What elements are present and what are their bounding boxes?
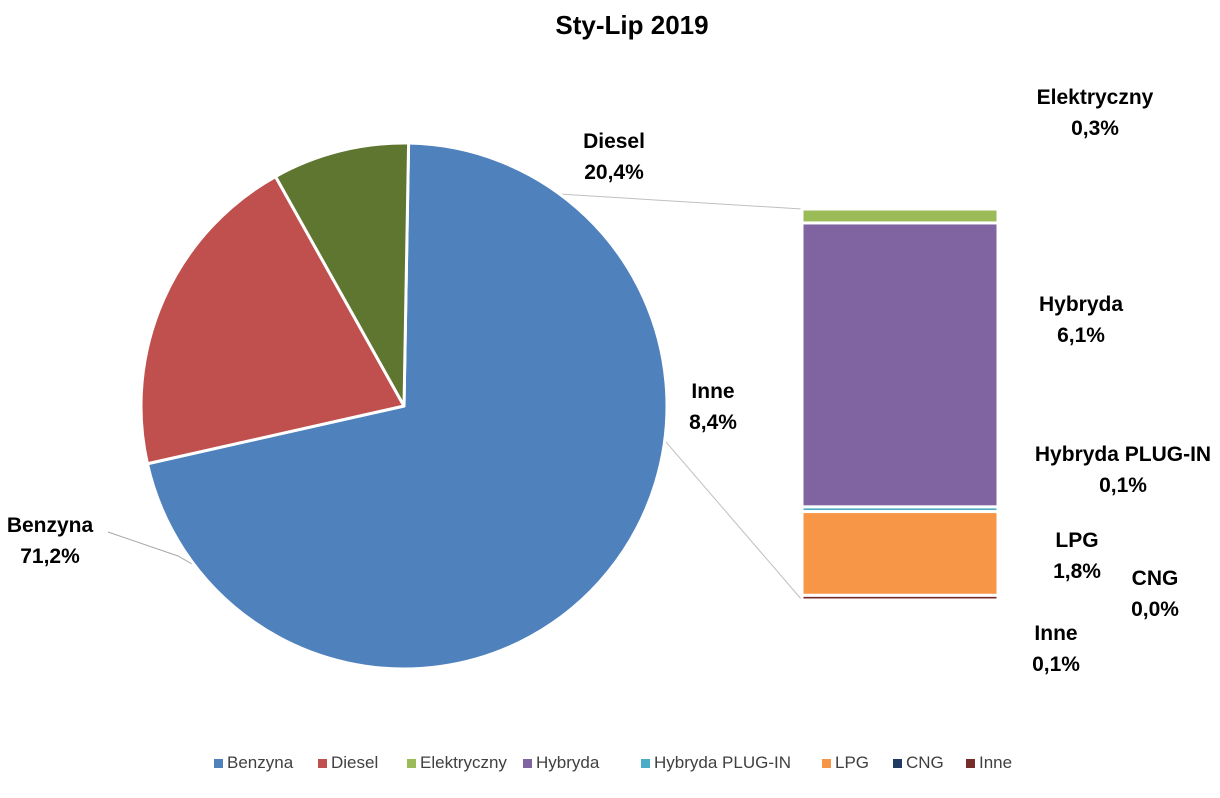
legend-swatch <box>893 759 902 768</box>
data-label-value: 0,0% <box>1131 598 1179 621</box>
bar-segment-hybryda <box>800 221 1000 509</box>
data-label-lpg: LPG 1,8% <box>1053 529 1101 583</box>
data-label-benzyna: Benzyna 71,2% <box>7 514 94 568</box>
data-label-value: 0,3% <box>1071 117 1119 140</box>
legend-label: Benzyna <box>227 753 294 772</box>
legend-label: Hybryda <box>536 753 600 772</box>
breakdown-bar <box>800 207 1000 602</box>
legend-item-cng: CNG <box>893 753 944 772</box>
data-label-diesel: Diesel 20,4% <box>583 130 645 184</box>
data-label-name: Diesel <box>583 130 645 153</box>
legend-item-inne: Inne <box>966 753 1012 772</box>
legend-item-elektryczny: Elektryczny <box>407 753 507 772</box>
bar-segment-elektryczny <box>800 207 1000 225</box>
data-label-name: Benzyna <box>7 514 94 537</box>
pie-slices <box>139 141 669 671</box>
legend: Benzyna Diesel Elektryczny Hybryda Hybryda P… <box>214 753 1012 772</box>
bar-segment-lpg <box>800 510 1000 597</box>
chart-title: Sty-Lip 2019 <box>555 10 708 40</box>
legend-label: CNG <box>906 753 944 772</box>
data-label-inne-group: Inne 8,4% <box>689 380 737 434</box>
legend-label: Inne <box>979 753 1012 772</box>
data-label-value: 0,1% <box>1099 474 1147 497</box>
data-label-value: 0,1% <box>1032 653 1080 676</box>
data-label-cng: CNG 0,0% <box>1131 567 1179 621</box>
data-label-elektryczny: Elektryczny 0,3% <box>1037 86 1154 140</box>
pie-slice-benzyna <box>145 141 669 671</box>
legend-label: Elektryczny <box>420 753 507 772</box>
legend-swatch <box>407 759 416 768</box>
data-label-hybryda: Hybryda 6,1% <box>1039 293 1123 347</box>
data-label-name: Hybryda PLUG-IN <box>1035 443 1211 466</box>
legend-label: Diesel <box>331 753 378 772</box>
data-label-plugin: Hybryda PLUG-IN 0,1% <box>1035 443 1211 497</box>
data-label-value: 20,4% <box>584 161 644 184</box>
legend-item-benzyna: Benzyna <box>214 753 294 772</box>
legend-label: LPG <box>835 753 869 772</box>
legend-swatch <box>214 759 223 768</box>
leader-line-benzyna <box>107 531 193 565</box>
legend-swatch <box>641 759 650 768</box>
data-label-name: Hybryda <box>1039 293 1123 316</box>
pie-slice-inne-group <box>274 141 411 408</box>
legend-item-hybryda: Hybryda <box>523 753 600 772</box>
pie-slice-diesel <box>139 175 406 466</box>
legend-swatch <box>966 759 975 768</box>
legend-item-lpg: LPG <box>822 753 869 772</box>
data-label-name: Inne <box>1034 622 1077 645</box>
data-label-name: Elektryczny <box>1037 86 1154 109</box>
legend-item-diesel: Diesel <box>318 753 378 772</box>
legend-swatch <box>822 759 831 768</box>
bar-segment-inne <box>800 593 1000 602</box>
legend-label: Hybryda PLUG-IN <box>654 753 791 772</box>
legend-swatch <box>523 759 532 768</box>
data-label-value: 71,2% <box>20 545 80 568</box>
data-label-name: LPG <box>1055 529 1098 552</box>
legend-swatch <box>318 759 327 768</box>
data-labels: Benzyna 71,2% Diesel 20,4% Inne 8,4% Elektrycz… <box>7 86 1211 676</box>
data-label-inne: Inne 0,1% <box>1032 622 1080 676</box>
legend-item-hybryda-plug-in: Hybryda PLUG-IN <box>641 753 791 772</box>
data-label-value: 1,8% <box>1053 560 1101 583</box>
data-label-name: CNG <box>1132 567 1179 590</box>
data-label-value: 6,1% <box>1057 324 1105 347</box>
data-label-name: Inne <box>691 380 734 403</box>
data-label-value: 8,4% <box>689 411 737 434</box>
